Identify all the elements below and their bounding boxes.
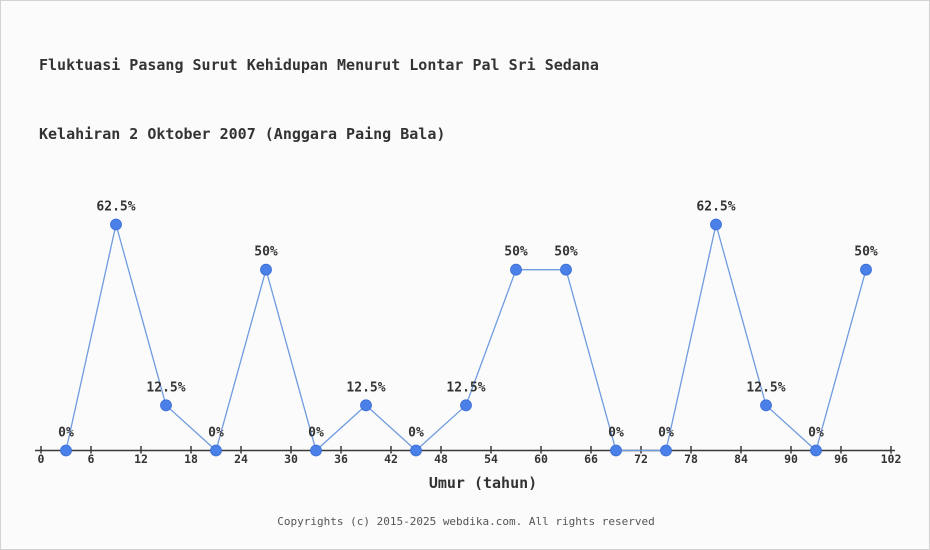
x-axis-title: Umur (tahun): [428, 474, 538, 492]
data-point: [310, 444, 322, 457]
x-axis-tick-label: 72: [634, 452, 648, 466]
x-axis-tick-label: 54: [484, 452, 498, 466]
data-point-label: 50%: [854, 245, 878, 260]
chart-title-line2: Kelahiran 2 Oktober 2007 (Anggara Paing …: [39, 125, 446, 143]
data-point: [510, 263, 522, 276]
x-axis-tick-label: 48: [434, 452, 448, 466]
x-axis-tick-label: 66: [584, 452, 598, 466]
x-axis-tick-label: 78: [684, 452, 698, 466]
data-point: [160, 399, 172, 412]
data-point-label: 0%: [308, 426, 324, 441]
chart-title: Fluktuasi Pasang Surut Kehidupan Menurut…: [39, 8, 599, 192]
x-axis-tick-label: 18: [184, 452, 198, 466]
data-point: [110, 218, 122, 231]
chart-title-line1: Fluktuasi Pasang Surut Kehidupan Menurut…: [39, 56, 599, 74]
data-point: [210, 444, 222, 457]
data-point: [460, 399, 472, 412]
data-point-label: 62.5%: [696, 200, 735, 215]
data-point: [810, 444, 822, 457]
data-point-label: 0%: [808, 426, 824, 441]
data-point: [560, 263, 572, 276]
data-point-label: 12.5%: [446, 380, 485, 395]
data-point-label: 12.5%: [346, 380, 385, 395]
data-point: [610, 444, 622, 457]
series-line: [65, 224, 867, 452]
data-point-label: 0%: [608, 426, 624, 441]
data-point-label: 12.5%: [746, 380, 785, 395]
copyright-text: Copyrights (c) 2015-2025 webdika.com. Al…: [277, 515, 655, 528]
x-axis-tick-label: 12: [134, 452, 148, 466]
x-axis-tick-label: 90: [784, 452, 798, 466]
data-point: [260, 263, 272, 276]
data-point-label: 0%: [658, 426, 674, 441]
data-point-label: 62.5%: [96, 200, 135, 215]
x-axis-tick-label: 6: [88, 452, 95, 466]
data-point-label: 50%: [254, 245, 278, 260]
x-axis-tick-label: 102: [881, 452, 902, 466]
x-axis-tick-label: 42: [384, 452, 398, 466]
x-axis-tick-label: 84: [734, 452, 748, 466]
data-point-label: 0%: [208, 426, 224, 441]
data-point: [710, 218, 722, 231]
x-axis-tick-label: 30: [284, 452, 298, 466]
data-point-label: 12.5%: [146, 380, 185, 395]
data-point-label: 50%: [504, 245, 528, 260]
data-point-label: 0%: [408, 426, 424, 441]
x-axis-tick-label: 60: [534, 452, 548, 466]
data-point: [760, 399, 772, 412]
data-point: [410, 444, 422, 457]
x-axis-tick-label: 24: [234, 452, 248, 466]
data-point: [60, 444, 72, 457]
data-point-label: 0%: [58, 426, 74, 441]
x-axis-tick-label: 0: [38, 452, 45, 466]
x-axis-tick-label: 96: [834, 452, 848, 466]
data-point: [860, 263, 872, 276]
data-point: [660, 444, 672, 457]
data-point: [360, 399, 372, 412]
data-point-label: 50%: [554, 245, 578, 260]
x-axis-tick-label: 36: [334, 452, 348, 466]
